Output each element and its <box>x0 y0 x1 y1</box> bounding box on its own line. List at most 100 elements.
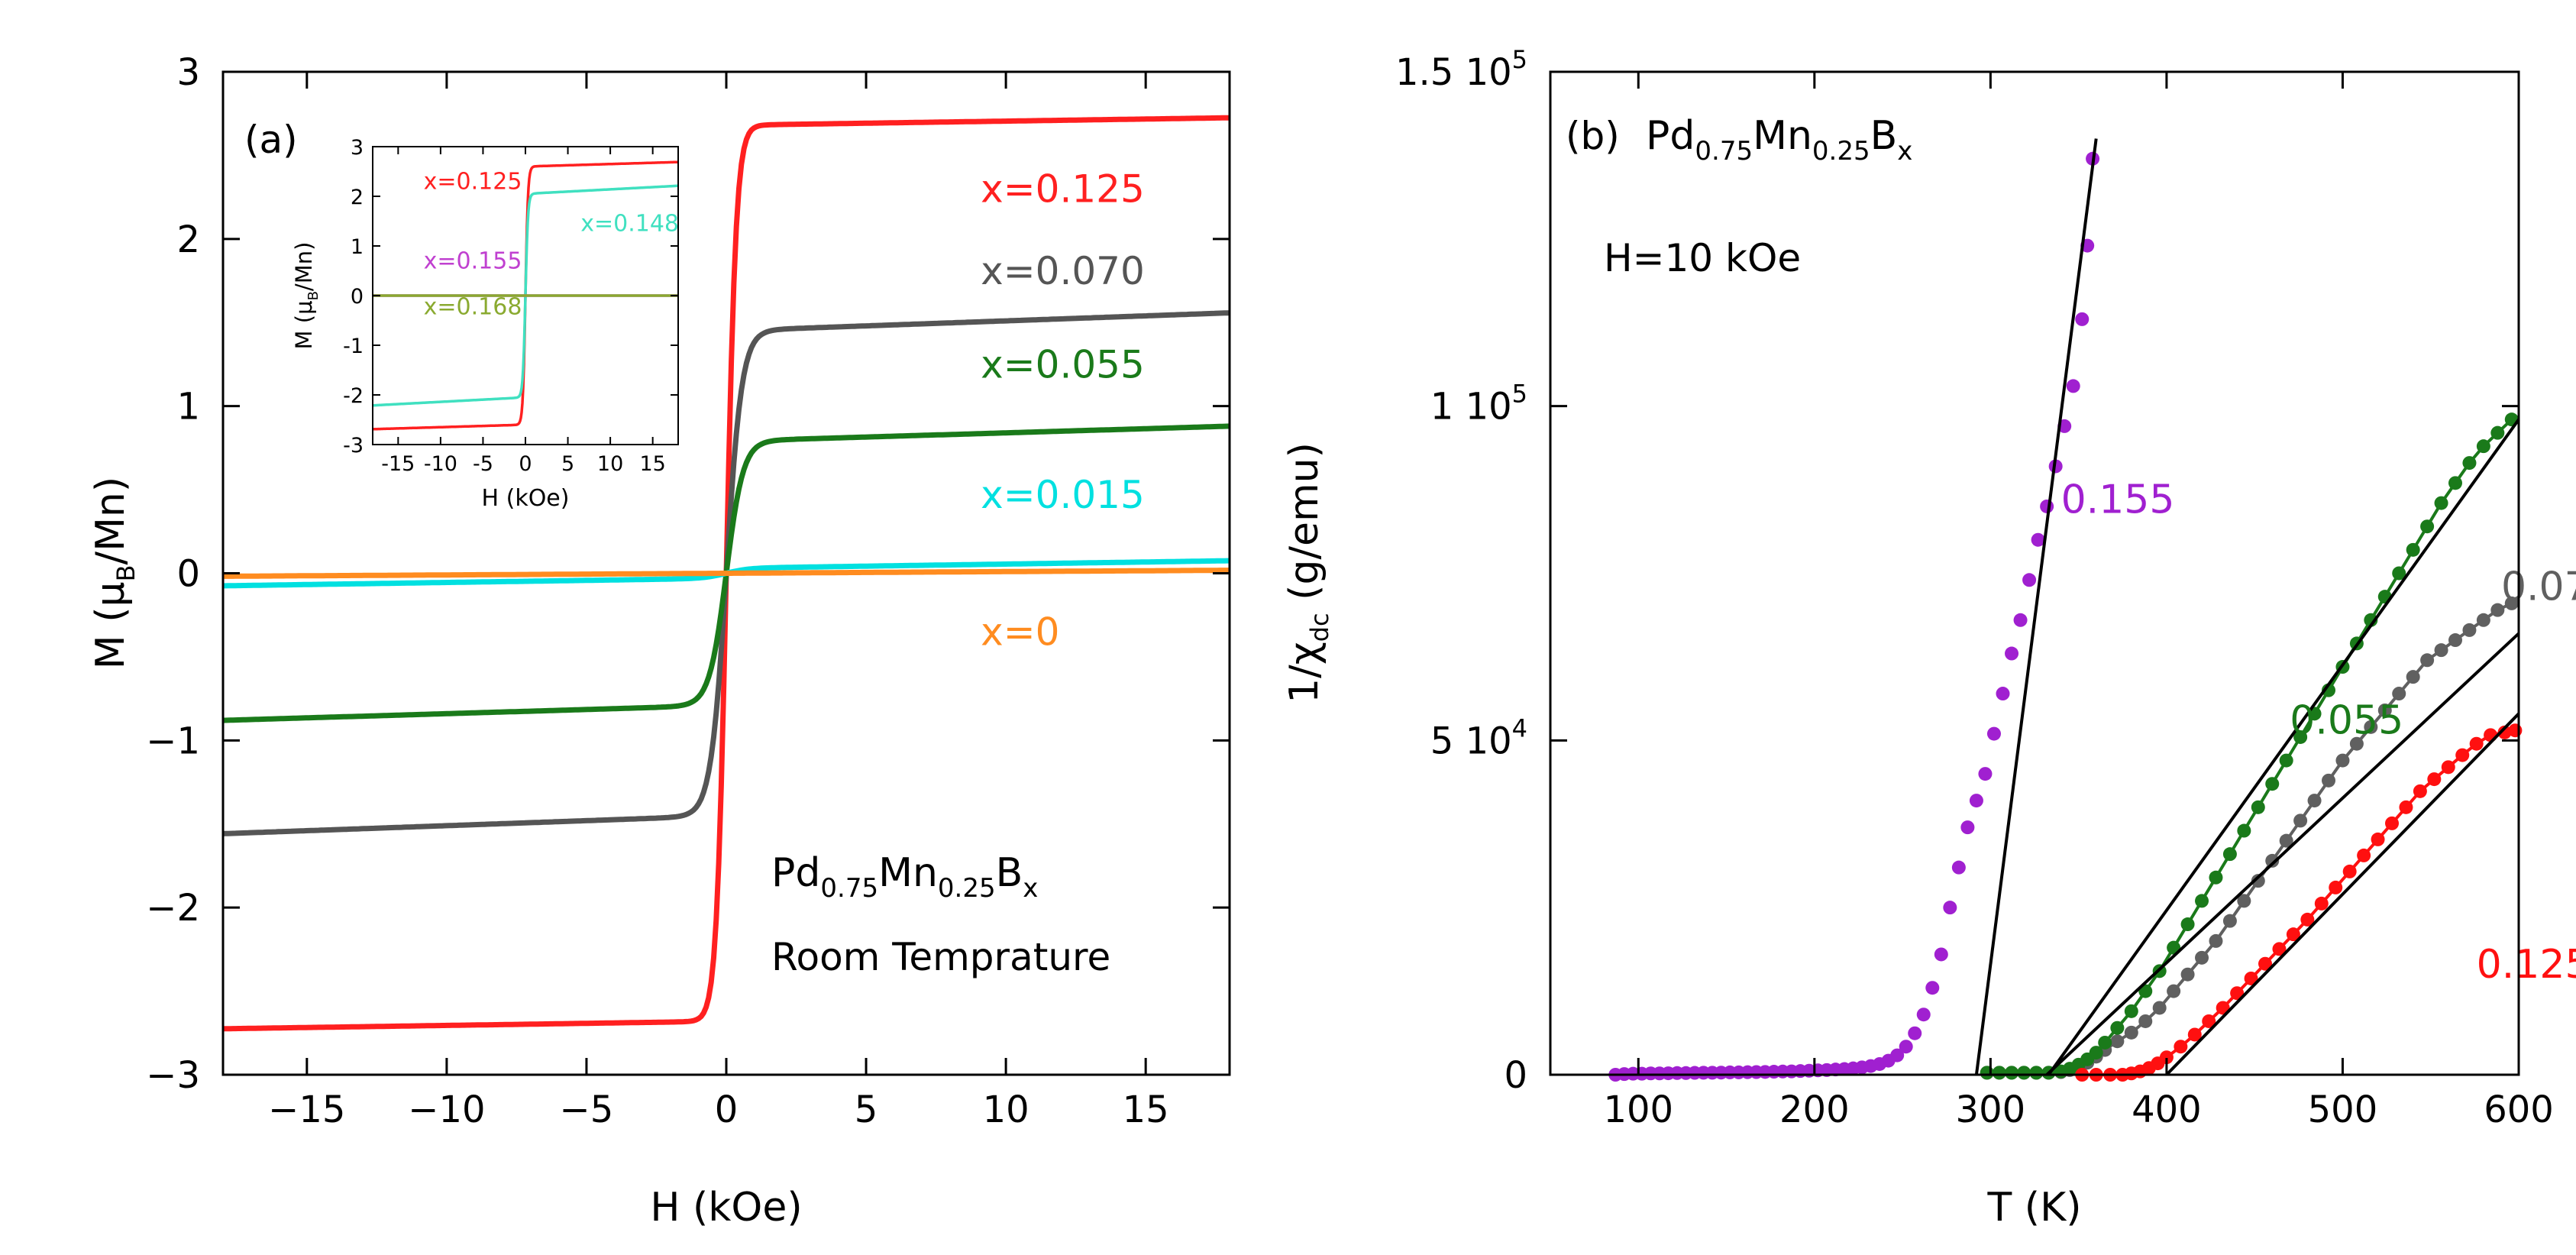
panel-b-y-tick-exponent: 5 <box>1512 45 1527 74</box>
inset-y-tick-label: 0 <box>351 285 364 309</box>
panel-a-series-4-line <box>223 568 1230 579</box>
panel-b-series-3 <box>2075 723 2523 1082</box>
panel-b-series-2-fit-line <box>2047 419 2520 1076</box>
panel-b-series-1-point <box>2152 1001 2167 1015</box>
panel-b-y-tick-base: 1 10 <box>1430 386 1512 429</box>
inset-x-tick-label: -10 <box>424 452 457 476</box>
panel-b-series-3-point <box>2469 736 2484 751</box>
panel-b-series-2-point <box>2406 542 2420 557</box>
panel-b-series-1-point <box>2377 703 2392 717</box>
panel-b-series-0-point <box>1890 1048 1905 1063</box>
panel-b-series-3-fit-line <box>2165 712 2520 1076</box>
panel-b-x-tick-label: 200 <box>1779 1088 1850 1131</box>
panel-b-series-2-point <box>2005 1066 2019 1080</box>
panel-b-y-tick-label: 1 105 <box>1430 380 1527 429</box>
inset-x-tick-label: -5 <box>473 452 493 476</box>
panel-b-series-2-point <box>2293 729 2308 744</box>
inset-series: x=0.125 x=0.148 x=0.155 x=0.168 <box>372 160 679 431</box>
panel-b-y-tick-label: 5 104 <box>1430 713 1527 762</box>
inset-y-tick-label: -3 <box>343 434 364 458</box>
panel-b-series-2-point <box>2462 456 2477 471</box>
panel-a-x-tick-label: 5 <box>855 1088 878 1131</box>
panel-b-series-3-point <box>2508 723 2523 738</box>
panel-b-series-0-point <box>1978 767 1993 781</box>
panel-b-series-3-point <box>2300 912 2315 927</box>
panel-a-y-tick-label: 0 <box>176 553 200 596</box>
panel-b-series-2-point <box>2029 1066 2044 1080</box>
panel-b-series-2-point <box>2251 800 2265 814</box>
panel-a-x-tick-label: 10 <box>983 1088 1029 1131</box>
panel-b-series-1-point <box>2110 1034 2125 1049</box>
panel-b-y-axis-label: 1/χdc (g/emu) <box>1282 442 1334 704</box>
panel-b-series-2-point <box>2237 823 2251 838</box>
panel-b-y-tick-base: 5 10 <box>1430 720 1512 762</box>
panel-a-x-tick-label: −15 <box>268 1088 345 1131</box>
panel-b-series-3-label: 0.125 <box>2477 942 2576 988</box>
panel-b-x-tick-label: 500 <box>2308 1088 2378 1131</box>
panel-b-series-2-point <box>2089 1046 2103 1060</box>
inset-y-tick-label: 2 <box>351 186 364 209</box>
panel-b-series-1-point <box>2293 813 2308 828</box>
panel-b-series-3-point <box>2329 880 2343 894</box>
panel-b-series-1-point <box>2237 894 2251 908</box>
panel-b-series-3-point <box>2159 1050 2174 1065</box>
panel-b-x-tick-label: 100 <box>1603 1088 1673 1131</box>
panel-b-series-1-point <box>2279 833 2293 848</box>
panel-b-series-0-point <box>1916 1008 1931 1022</box>
inset-series-1-label: x=0.148 <box>580 211 679 238</box>
panel-b-field: H=10 kOe <box>1604 236 1801 280</box>
inset-x-tick-label: 15 <box>639 452 665 476</box>
inset-x-axis-label: H (kOe) <box>482 485 570 512</box>
inset-series-3-label: x=0.168 <box>424 294 522 321</box>
panel-a-y-axis-label: M (μB/Mn) <box>88 477 141 669</box>
panel-b-series-0-point <box>2075 312 2090 326</box>
panel-b-series-1-point <box>2222 914 2237 928</box>
panel-a-y-tick-label: 3 <box>176 51 200 94</box>
panel-b-series-2-point <box>2490 425 2505 440</box>
panel-b-frame <box>1549 70 2520 1076</box>
inset-x-tick-label: -15 <box>381 452 415 476</box>
panel-b-series-1-point <box>2265 853 2280 868</box>
panel-b-x-tick-label: 600 <box>2484 1088 2554 1131</box>
panel-b-y-tick-base: 1.5 10 <box>1395 51 1512 94</box>
panel-b-series-0-point <box>2013 613 2028 627</box>
panel-b-series-2-point <box>2364 613 2378 627</box>
panel-b-series-2-point <box>2017 1066 2031 1080</box>
panel-a-y-tick-label: −3 <box>146 1054 200 1097</box>
panel-a-condition: Room Temprature <box>771 935 1110 979</box>
inset-x-tick-label: 5 <box>561 452 574 476</box>
panel-a-series-3-label: x=0.015 <box>981 473 1145 517</box>
panel-b-series-1-point <box>2406 670 2420 684</box>
panel-b-series-3-point <box>2342 864 2357 878</box>
panel-b-series-1-point <box>2349 736 2364 751</box>
panel-b-series-0-point <box>1951 860 1966 875</box>
panel-b-series-2-point <box>2265 777 2280 791</box>
panel-b-series-3-point <box>2371 832 2385 846</box>
panel-b-series-2 <box>1980 412 2519 1080</box>
panel-b-series-1-point <box>2434 643 2448 658</box>
panel-b-series-3-point <box>2286 927 2300 942</box>
inset-y-axis-label: M (μB/Mn) <box>291 242 322 350</box>
inset-y-tick-label: 3 <box>351 136 364 160</box>
panel-b-series-2-point <box>2222 847 2237 862</box>
panel-b-series-3-point <box>2174 1040 2188 1054</box>
panel-b-y-tick-exponent: 4 <box>1512 713 1527 742</box>
panel-b-series-2-point <box>2098 1035 2112 1050</box>
panel-b-series-3-point <box>2497 725 2512 739</box>
panel-b-series-0-point <box>1908 1026 1922 1040</box>
panel-b-series-1-point <box>2167 984 2181 998</box>
panel-b-series-2-point <box>1980 1066 1994 1080</box>
panel-a-series-1-label: x=0.070 <box>981 249 1145 293</box>
panel-b-series-1-point <box>2476 613 2490 627</box>
panel-b-series-0-point <box>1899 1040 1913 1054</box>
panel-a-x-tick-label: −5 <box>560 1088 614 1131</box>
panel-a-y-tick-label: −1 <box>146 720 200 762</box>
panel-b-series-2-point <box>2279 753 2293 768</box>
panel-b-series-3-point <box>2413 784 2427 798</box>
panel-b-series-3-point <box>2455 748 2470 762</box>
panel-b: 0.155 0.070 0.055 0.125 100 200 300 400 500 600 0… <box>1282 45 2576 1231</box>
panel-b-series-3-point <box>2230 986 2245 1001</box>
